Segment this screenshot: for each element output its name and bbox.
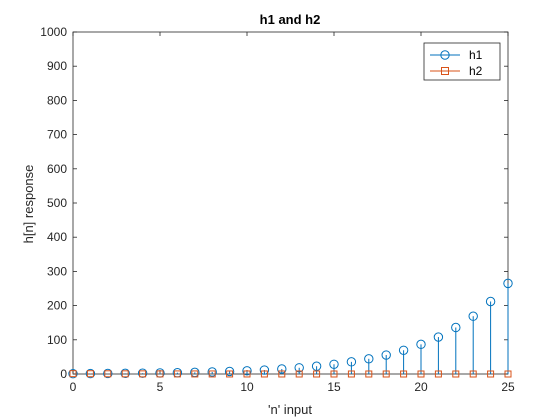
h1-stem-marker xyxy=(207,367,217,377)
h1-stem-marker xyxy=(451,322,461,333)
h2-stem-marker xyxy=(86,370,94,378)
y-tick-label: 200 xyxy=(47,299,67,313)
h1-stem-marker xyxy=(137,368,148,378)
y-tick-label: 1000 xyxy=(40,25,67,39)
h2-stem-marker xyxy=(173,370,181,378)
h1-stem-marker xyxy=(277,364,287,374)
legend-marker-h2 xyxy=(441,67,449,75)
h2-stem-marker xyxy=(278,370,286,378)
h1-stem-marker xyxy=(311,361,322,371)
legend: h1 h2 xyxy=(423,42,501,81)
y-tick-label: 600 xyxy=(47,162,67,176)
stems xyxy=(68,278,513,379)
h2-stem-marker xyxy=(121,370,129,378)
y-tick-label: 800 xyxy=(47,93,67,107)
x-tick-label: 5 xyxy=(157,380,164,394)
h2-stem-marker xyxy=(469,370,477,378)
h1-stem-marker xyxy=(346,357,357,367)
h2-stem-marker xyxy=(365,370,373,378)
h2-stem-marker xyxy=(330,370,338,378)
axes: 0 5 10 15 20 25 0 100 200 300 400 500 600 700 800 900 10… xyxy=(40,25,515,394)
h1-stem-marker xyxy=(381,350,391,360)
h2-stem-marker xyxy=(139,370,147,378)
y-tick-label: 100 xyxy=(47,333,67,347)
x-tick-label: 25 xyxy=(501,380,515,394)
plot-area-frame xyxy=(72,31,509,375)
y-tick-label: 500 xyxy=(47,196,67,210)
legend-label-h1: h1 xyxy=(469,48,483,62)
h2-stem-marker xyxy=(191,370,199,378)
y-tick-label: 300 xyxy=(47,264,67,278)
y-tick-label: 0 xyxy=(60,367,67,381)
legend-box xyxy=(423,42,501,81)
h2-stem-marker xyxy=(295,370,303,378)
h1-stem-marker xyxy=(224,366,235,377)
h1-stem-marker xyxy=(259,365,270,375)
x-axis-label: 'n' input xyxy=(268,402,312,417)
legend-label-h2: h2 xyxy=(469,64,483,78)
h1-stem-marker xyxy=(329,359,339,369)
x-tick-label: 15 xyxy=(327,380,341,394)
h1-stem-marker xyxy=(503,278,513,289)
y-axis-label: h[n] response xyxy=(21,165,36,244)
h1-stem-marker xyxy=(242,366,252,376)
legend-marker-h1 xyxy=(440,50,450,60)
h2-stem-marker xyxy=(260,370,268,378)
h2-stem-marker xyxy=(400,370,408,378)
y-tick-label: 400 xyxy=(47,230,67,244)
h2-stem-marker xyxy=(487,370,495,378)
h1-stem-marker xyxy=(103,368,113,379)
h2-stem-marker xyxy=(156,370,164,378)
y-tick-label: 900 xyxy=(47,59,67,73)
h1-stem-marker xyxy=(433,332,444,342)
h2-stem-marker xyxy=(347,370,355,378)
h2-stem-marker xyxy=(417,370,425,378)
h1-stem-marker xyxy=(468,311,478,321)
h2-stem-marker xyxy=(313,370,321,378)
h2-stem-marker xyxy=(434,370,442,378)
h2-stem-marker xyxy=(504,370,512,378)
x-tick-label: 20 xyxy=(414,380,428,394)
h1-stem-marker xyxy=(68,368,78,379)
chart-title: h1 and h2 xyxy=(260,12,321,27)
h2-stem-marker xyxy=(104,370,112,378)
h1-stem-marker xyxy=(294,363,304,373)
h1-stem-marker xyxy=(85,368,96,379)
x-tick-label: 10 xyxy=(240,380,254,394)
h2-stem-marker xyxy=(452,370,460,378)
y-tick-label: 700 xyxy=(47,128,67,142)
h1-stem-marker xyxy=(120,368,130,379)
h2-stem-marker xyxy=(382,370,390,378)
h1-stem-marker xyxy=(485,296,496,307)
h1-stem-marker xyxy=(398,345,409,355)
h1-stem-marker xyxy=(364,354,374,364)
h2-stem-marker xyxy=(226,370,234,378)
h2-stem-marker xyxy=(243,370,251,378)
h2-stem-marker xyxy=(208,370,216,378)
h1-stem-marker xyxy=(416,339,426,350)
x-tick-label: 0 xyxy=(70,380,77,394)
h2-stem-marker xyxy=(69,370,77,378)
